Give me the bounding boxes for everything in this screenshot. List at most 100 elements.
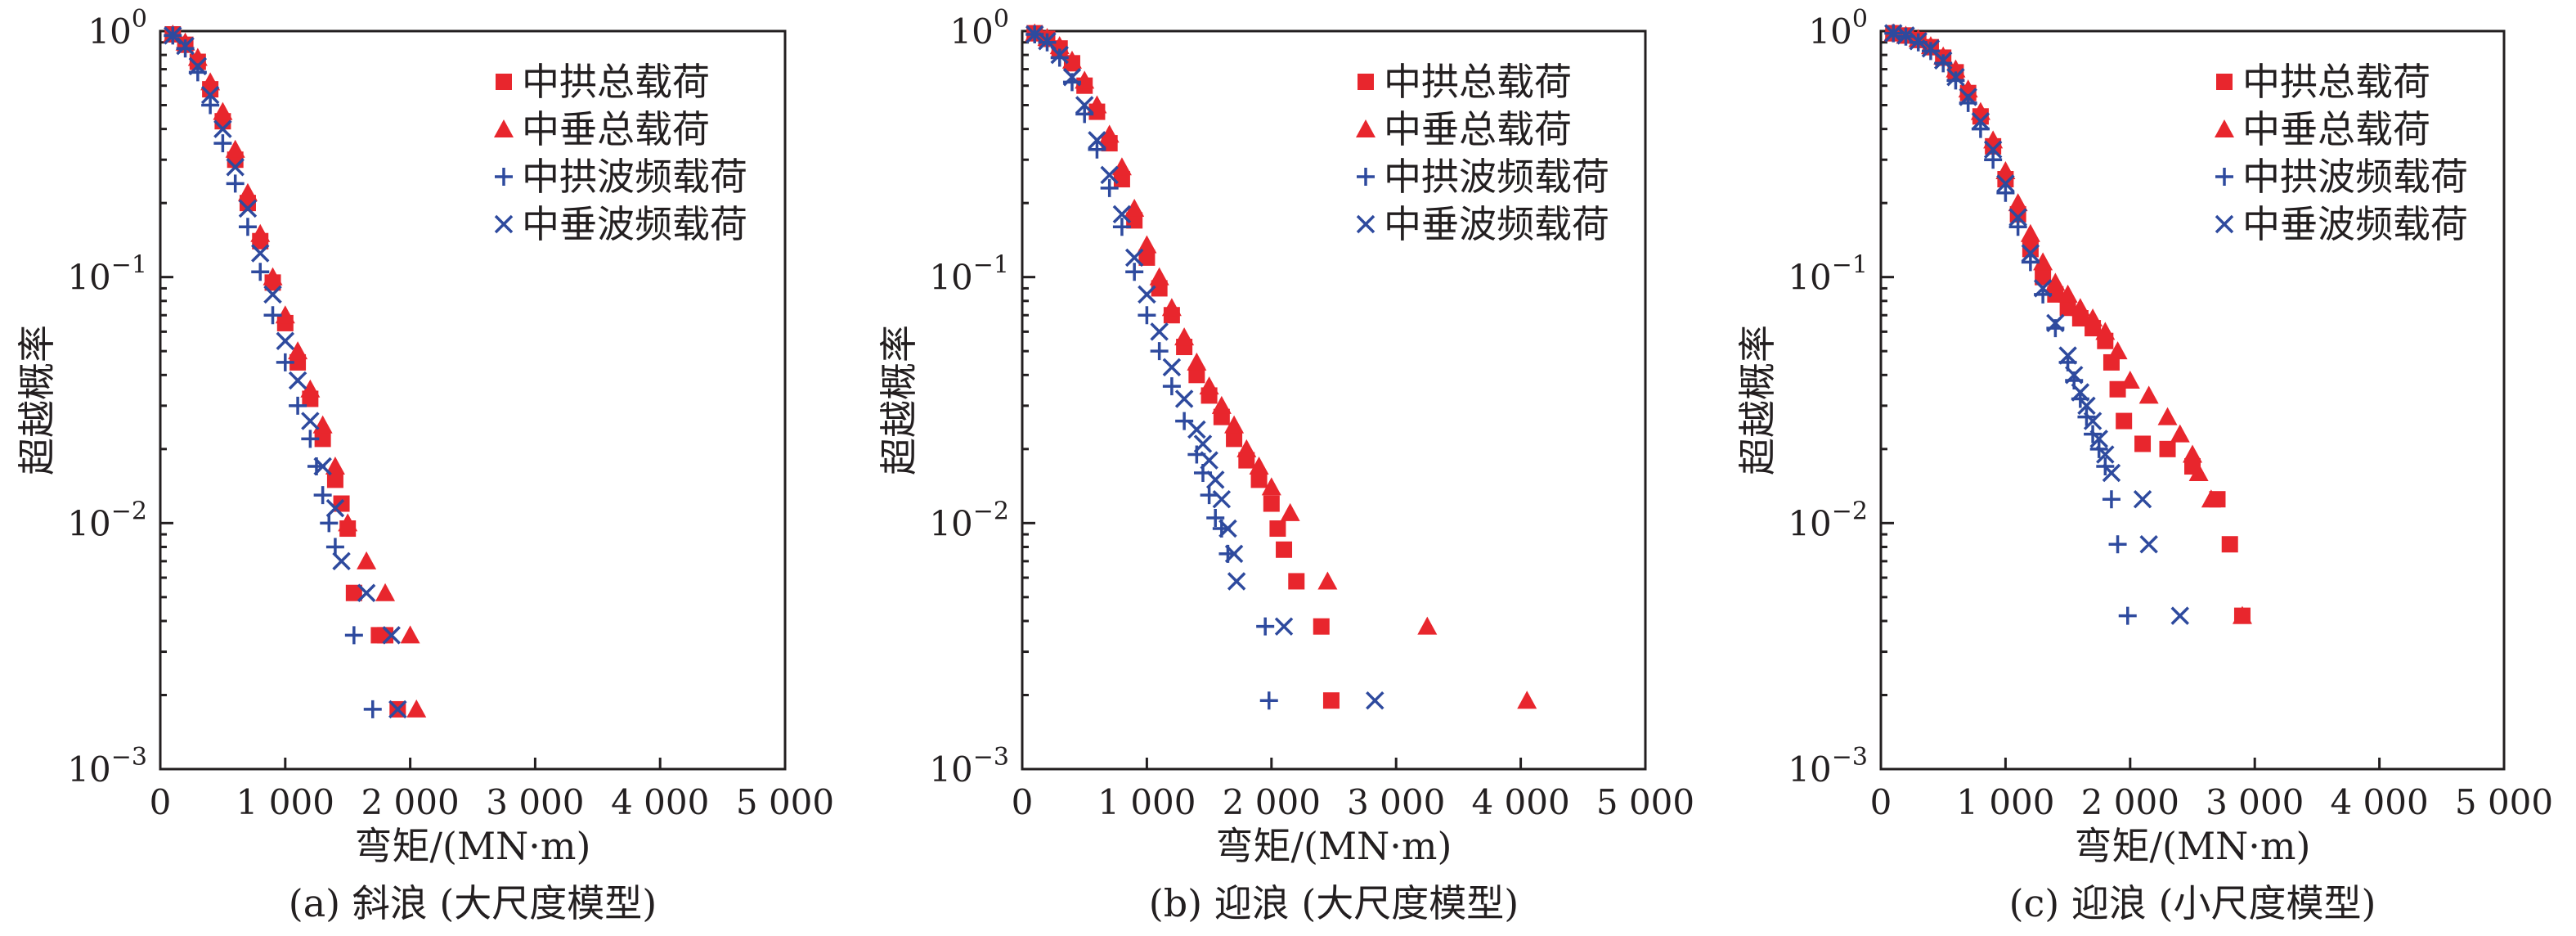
data-point: [2102, 490, 2120, 509]
data-point: [1100, 178, 1119, 197]
data-point: [382, 626, 401, 645]
data-point: [357, 551, 377, 569]
data-point: [2201, 489, 2221, 508]
data-point: [2083, 412, 2103, 430]
data-point: [1161, 298, 1182, 317]
legend-marker-x: [2215, 214, 2234, 234]
legend-marker-plus: [2215, 168, 2233, 186]
legend-label: 中垂波频载荷: [1384, 202, 1609, 246]
data-point: [176, 36, 195, 56]
data-point: [1075, 96, 1094, 115]
series-x: [1884, 24, 2189, 625]
data-point: [1211, 395, 1232, 414]
data-point: [1150, 322, 1169, 341]
legend-marker-plus: [1357, 168, 1375, 186]
y-axis-title: 超越概率: [15, 325, 59, 475]
data-point: [2046, 313, 2065, 333]
data-point: [2008, 218, 2027, 236]
data-point: [313, 486, 332, 505]
data-point: [2070, 298, 2090, 317]
data-point: [1050, 45, 1069, 65]
data-point: [1934, 54, 1953, 73]
data-point: [2159, 440, 2176, 457]
data-point: [1249, 457, 1269, 475]
series-plus: [1025, 25, 1278, 710]
chart-panel-3: 0 1 000 2 000 3 000 4 000 5 000 10−3 10−2 10−1 10…: [1735, 5, 2553, 925]
x-axis-title: 弯矩/(MN·m): [1216, 824, 1452, 868]
data-point: [1996, 174, 2015, 193]
y-tick-label: 10−1: [929, 251, 1009, 298]
data-point: [1224, 544, 1244, 564]
data-point: [406, 699, 427, 718]
data-point: [2107, 341, 2128, 360]
data-point: [1193, 434, 1213, 453]
data-point: [237, 182, 258, 201]
data-point: [1112, 218, 1131, 236]
y-axis-title: 超越概率: [877, 325, 921, 475]
data-point: [2033, 252, 2053, 271]
data-point: [1417, 616, 1438, 635]
data-point: [1138, 306, 1156, 325]
data-point: [1256, 617, 1275, 636]
data-point: [2058, 284, 2078, 303]
data-point: [357, 583, 376, 602]
y-tick-label: 10−2: [67, 497, 147, 543]
data-point: [1984, 151, 2003, 169]
data-point: [188, 56, 208, 76]
legend-label: 中垂波频载荷: [522, 202, 747, 246]
plot-frame: [1879, 29, 2506, 771]
data-point: [1322, 692, 1340, 709]
data-point: [2118, 606, 2137, 625]
x-tick-label: 0: [1870, 782, 1892, 822]
data-point: [2033, 279, 2053, 298]
legend-marker-square: [2216, 74, 2233, 90]
data-point: [250, 223, 271, 242]
data-point: [1200, 486, 1218, 505]
data-point: [363, 700, 382, 718]
data-point: [312, 415, 333, 434]
series-square: [1885, 25, 2251, 624]
x-tick-label: 1 000: [236, 782, 334, 822]
x-axis-title: 弯矩/(MN·m): [355, 824, 591, 868]
x-tick-label: 4 000: [611, 782, 709, 822]
data-point: [1896, 26, 1915, 45]
data-point: [2077, 407, 2096, 426]
data-point: [1227, 572, 1246, 591]
series-square: [1026, 25, 1340, 709]
data-point: [1236, 439, 1257, 457]
data-point: [1175, 412, 1194, 430]
data-point: [1280, 502, 1300, 521]
data-point: [2138, 385, 2159, 404]
data-point: [289, 396, 307, 415]
data-point: [200, 72, 221, 91]
data-point: [1112, 205, 1132, 224]
data-point: [213, 101, 233, 120]
data-point: [1050, 48, 1069, 67]
data-point: [288, 371, 307, 390]
data-point: [1187, 420, 1206, 439]
data-point: [1187, 352, 1207, 371]
data-point: [2083, 308, 2103, 327]
chart-panel-2: 0 1 000 2 000 3 000 4 000 5 000 10−3 10−2 10−1 10…: [877, 5, 1694, 925]
data-point: [1087, 95, 1107, 114]
data-point: [1188, 367, 1205, 384]
data-point: [1996, 183, 2015, 202]
data-point: [2188, 462, 2209, 481]
y-tick-label: 10−3: [929, 743, 1009, 790]
data-point: [1269, 520, 1286, 538]
data-point: [1199, 376, 1219, 395]
y-tick-label: 10−2: [929, 497, 1009, 543]
panel-caption: (a) 斜浪 (大尺度模型): [289, 881, 657, 925]
data-point: [1099, 124, 1120, 143]
data-point: [1261, 477, 1281, 496]
data-point: [2221, 536, 2238, 553]
data-point: [2232, 605, 2252, 624]
data-point: [1124, 248, 1144, 268]
data-point: [226, 174, 245, 193]
y-axis-title: 超越概率: [1735, 325, 1779, 475]
x-tick-label: 5 000: [2455, 782, 2553, 822]
data-point: [1162, 377, 1181, 396]
legend-marker-plus: [495, 168, 513, 186]
